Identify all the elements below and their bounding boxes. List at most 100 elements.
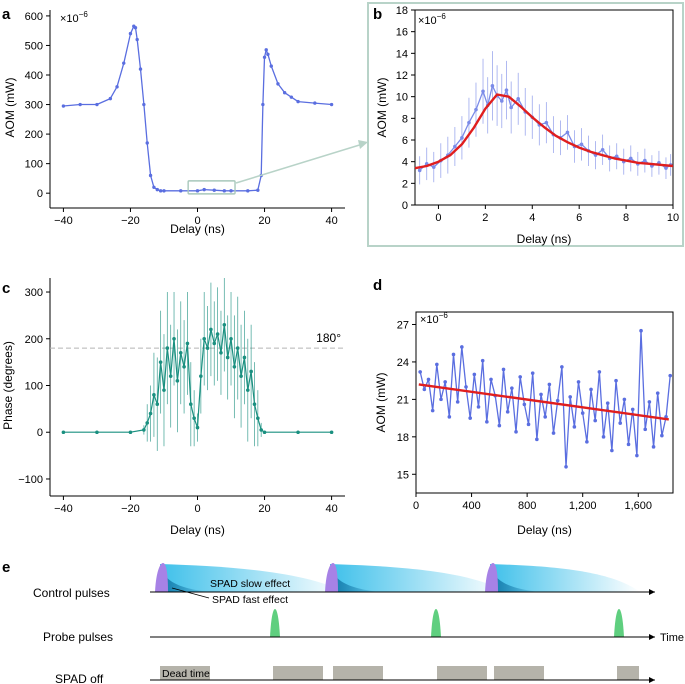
b-y-tick-label: 10 — [396, 92, 408, 104]
b-x-tick-label: 0 — [435, 212, 441, 224]
d-data-point — [468, 416, 472, 420]
slow-effect-2 — [330, 564, 505, 592]
d-data-point — [605, 401, 610, 405]
c-data-point — [212, 341, 217, 346]
d-data-point — [601, 435, 606, 439]
d-x-tick-label: 800 — [518, 500, 536, 512]
b-y-tick-label: 4 — [402, 157, 408, 169]
d-data-point — [572, 425, 577, 429]
b-multiplier: ×10−6 — [418, 12, 446, 27]
d-data-point — [435, 362, 439, 367]
d-plot-frame — [415, 311, 674, 494]
c-data-point — [155, 402, 160, 406]
probe-pulse-3 — [614, 609, 624, 637]
panel-label-e: e — [2, 559, 10, 576]
b-x-tick-label: 6 — [576, 212, 582, 224]
d-data-point — [668, 373, 673, 378]
c-data-point — [215, 332, 220, 336]
d-data-point — [655, 391, 660, 395]
b-multiplier-exp: −6 — [437, 12, 447, 21]
b-data-point — [544, 120, 549, 125]
a-data-point — [256, 188, 260, 192]
row-label-probe: Probe pulses — [43, 630, 113, 644]
a-data-point — [145, 141, 149, 145]
c-data-point — [262, 430, 267, 435]
control-pulse-3 — [485, 563, 498, 592]
d-x-tick-label: 0 — [413, 500, 419, 512]
a-multiplier: ×10−6 — [60, 10, 88, 25]
d-data-point — [555, 398, 560, 403]
c-data-point — [162, 388, 166, 392]
c-data-point — [185, 341, 190, 346]
a-data-point — [261, 102, 265, 107]
d-data-point — [630, 407, 635, 412]
c-data-point — [219, 350, 223, 355]
c-data-point — [199, 374, 203, 378]
spad-off-block-2 — [273, 666, 323, 680]
fast-effect-1 — [160, 566, 210, 592]
d-y-tick-label: 21 — [397, 394, 409, 406]
c-data-point — [178, 350, 183, 355]
c-data-point — [95, 430, 99, 435]
b-y-tick-label: 18 — [396, 5, 408, 17]
b-data-point — [600, 147, 605, 152]
panel-label-a: a — [2, 6, 11, 23]
dead-time-label: Dead time — [162, 668, 210, 680]
b-data-point — [643, 158, 647, 163]
a-data-point — [195, 189, 200, 193]
chart-d: 0 400 800 1,200 1,600 15 18 21 24 27 Delay (ns) AOM… — [374, 311, 674, 537]
a-x-tick-label: −20 — [121, 215, 140, 227]
c-data-point — [239, 374, 243, 378]
c-data-point — [145, 421, 150, 425]
c-data-point — [128, 430, 133, 435]
control-pulse-2 — [325, 563, 338, 592]
d-data-point — [526, 422, 531, 427]
fast-effect-2 — [330, 566, 380, 592]
a-data-point — [135, 37, 139, 42]
zoom-arrow-head — [358, 140, 368, 149]
fast-effect-3 — [490, 566, 540, 592]
d-data-point — [522, 402, 527, 407]
c-data-point — [296, 430, 300, 435]
d-data-point — [580, 411, 585, 415]
a-data-point — [246, 189, 250, 193]
spad-off-block-1 — [160, 666, 210, 680]
c-data-point — [188, 402, 193, 406]
a-data-point — [329, 102, 334, 107]
a-data-point — [61, 104, 66, 108]
b-x-tick-label: 4 — [529, 212, 535, 224]
d-x-tick-label: 1,200 — [569, 500, 597, 512]
d-x-tick-label: 400 — [462, 500, 480, 512]
c-x-axis-label: Delay (ns) — [170, 523, 225, 537]
d-data-point — [451, 352, 456, 357]
d-data-point — [660, 433, 664, 438]
a-y-axis-label: AOM (mW) — [3, 78, 17, 138]
a-data-point — [264, 48, 268, 52]
c-data-point — [152, 393, 156, 397]
a-data-point — [179, 189, 183, 193]
b-y-tick-label: 14 — [396, 48, 408, 60]
d-data-point — [576, 380, 581, 384]
c-data-point — [205, 346, 210, 350]
b-data-point — [481, 89, 485, 94]
b-y-tick-label: 16 — [396, 27, 408, 39]
probe-pulse-2 — [431, 609, 441, 637]
d-data-point — [622, 397, 627, 402]
c-data-point — [172, 336, 176, 341]
zoom-connector — [235, 142, 367, 184]
d-data-point — [514, 430, 518, 434]
a-y-tick-label: 100 — [25, 159, 43, 171]
d-data-point — [618, 421, 623, 425]
d-data-point — [610, 448, 614, 453]
c-data-point — [225, 355, 230, 360]
d-data-point — [422, 387, 427, 392]
d-data-point — [501, 367, 506, 372]
a-x-axis-label: Delay (ns) — [170, 222, 225, 236]
c-data-point — [202, 336, 207, 341]
a-x-tick-label: −40 — [54, 215, 73, 227]
d-multiplier: ×10−6 — [420, 311, 448, 326]
d-data-point — [443, 380, 447, 384]
b-data-point — [467, 120, 471, 125]
c-data-point — [195, 425, 200, 430]
